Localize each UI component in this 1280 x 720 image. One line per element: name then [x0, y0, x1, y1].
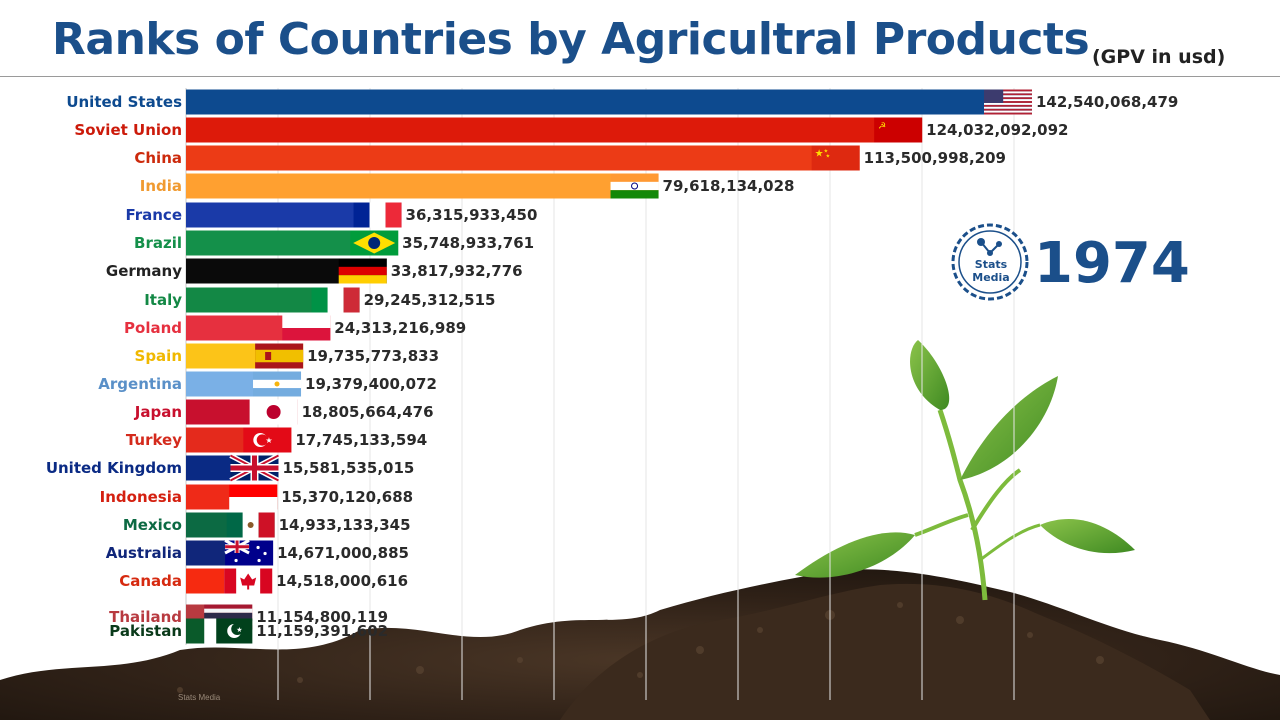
category-label: Canada [119, 572, 182, 590]
ussr-flag: ☭ [874, 117, 923, 143]
bar-row: ★ ★★ China 113,500,998,209 [134, 145, 1006, 171]
category-label: Soviet Union [74, 121, 182, 139]
value-label: 11,154,800,119 [256, 608, 388, 626]
value-label: 113,500,998,209 [864, 149, 1006, 167]
category-label: Spain [135, 347, 182, 365]
bar [186, 173, 659, 199]
poland-flag [282, 315, 331, 341]
value-label: 15,581,535,015 [282, 459, 414, 477]
canada-flag [224, 568, 273, 594]
category-label: Poland [124, 319, 182, 337]
value-label: 35,748,933,761 [402, 234, 534, 252]
category-label: Germany [106, 262, 182, 280]
category-label: Pakistan [109, 622, 182, 640]
bar-row: Australia 14,671,000,885 [106, 539, 409, 566]
germany-flag [338, 258, 387, 284]
svg-text:☭: ☭ [878, 122, 886, 132]
bar [186, 89, 1032, 115]
bar-row: Japan 18,805,664,476 [134, 399, 434, 425]
value-label: 17,745,133,594 [295, 431, 427, 449]
value-label: 33,817,932,776 [391, 262, 523, 280]
category-label: Japan [134, 403, 182, 421]
australia-flag [224, 539, 274, 566]
value-label: 36,315,933,450 [406, 206, 538, 224]
bar-row: Germany 33,817,932,776 [106, 258, 523, 284]
value-label: 14,518,000,616 [276, 572, 408, 590]
value-label: 14,933,133,345 [279, 516, 411, 534]
bar-row: Argentina 19,379,400,072 [98, 371, 437, 397]
svg-text:★: ★ [826, 154, 831, 160]
value-label: 124,032,092,092 [926, 121, 1068, 139]
bar-row: ☭ Soviet Union 124,032,092,092 [74, 117, 1068, 143]
category-label: Mexico [123, 516, 182, 534]
value-label: 19,379,400,072 [305, 375, 437, 393]
bar [186, 117, 923, 143]
category-label: United Kingdom [46, 459, 182, 477]
value-label: 79,618,134,028 [663, 177, 795, 195]
bar-row: United Kingdom 15,581,535,015 [46, 453, 414, 483]
logo-text-line1: Stats [975, 258, 1008, 271]
bar-row: ★ Pakistan 11,159,391,602 [109, 618, 388, 644]
category-label: India [140, 177, 182, 195]
spain-flag [255, 343, 304, 369]
svg-text:★: ★ [824, 149, 829, 155]
category-label: Italy [144, 291, 182, 309]
bar-row: Canada 14,518,000,616 [119, 568, 408, 594]
watermark: Stats Media [178, 693, 221, 702]
svg-text:★: ★ [815, 149, 824, 160]
chart-subtitle: (GPV in usd) [1092, 46, 1226, 68]
pakistan-flag: ★ [204, 618, 253, 644]
logo-text-line2: Media [972, 271, 1009, 284]
china-flag: ★ ★★ [811, 145, 860, 171]
bar-row: Brazil 35,748,933,761 [134, 230, 534, 256]
value-label: 11,159,391,602 [256, 622, 388, 640]
bar-row: Italy 29,245,312,515 [144, 287, 496, 313]
category-label: Argentina [98, 375, 182, 393]
category-label: United States [66, 93, 182, 111]
category-label: France [125, 206, 182, 224]
bar-row: Poland 24,313,216,989 [124, 315, 466, 341]
usa-flag [984, 89, 1032, 115]
category-label: China [134, 149, 182, 167]
bar-row: Spain 19,735,773,833 [135, 343, 439, 369]
value-label: 14,671,000,885 [277, 544, 409, 562]
value-label: 29,245,312,515 [364, 291, 496, 309]
year-label: 1974 [1034, 231, 1190, 296]
bar-row: Indonesia 15,370,120,688 [100, 484, 413, 510]
category-label: Indonesia [100, 488, 182, 506]
uk-flag [229, 453, 280, 483]
indonesia-flag [229, 484, 278, 510]
category-label: Australia [106, 544, 182, 562]
bar [186, 145, 860, 171]
japan-flag [249, 399, 298, 425]
bar-row: United States 142,540,068,479 [66, 89, 1178, 115]
mexico-flag [226, 512, 275, 538]
value-label: 18,805,664,476 [302, 403, 434, 421]
argentina-flag [253, 371, 302, 397]
india-flag [610, 173, 659, 199]
category-label: Turkey [126, 431, 182, 449]
value-label: 19,735,773,833 [307, 347, 439, 365]
bar-row: Mexico 14,933,133,345 [123, 512, 411, 538]
svg-text:★: ★ [236, 626, 242, 634]
svg-text:★: ★ [265, 436, 272, 445]
category-label: Brazil [134, 234, 182, 252]
value-label: 24,313,216,989 [334, 319, 466, 337]
bar-row: India 79,618,134,028 [140, 173, 795, 199]
bar-row: ★ Turkey 17,745,133,594 [126, 427, 427, 453]
category-label: Thailand [109, 608, 182, 626]
value-label: 15,370,120,688 [281, 488, 413, 506]
turkey-flag: ★ [243, 427, 292, 453]
stats-media-logo: Stats Media [951, 223, 1029, 301]
value-label: 142,540,068,479 [1036, 93, 1178, 111]
france-flag [353, 202, 402, 228]
title-divider [0, 76, 1280, 77]
chart-title: Ranks of Countries by Agricultral Produc… [52, 14, 1090, 65]
brazil-flag [350, 230, 399, 256]
bar-row: France 36,315,933,450 [125, 202, 538, 228]
italy-flag [311, 287, 360, 313]
soil-sprout-illustration [0, 340, 1280, 720]
